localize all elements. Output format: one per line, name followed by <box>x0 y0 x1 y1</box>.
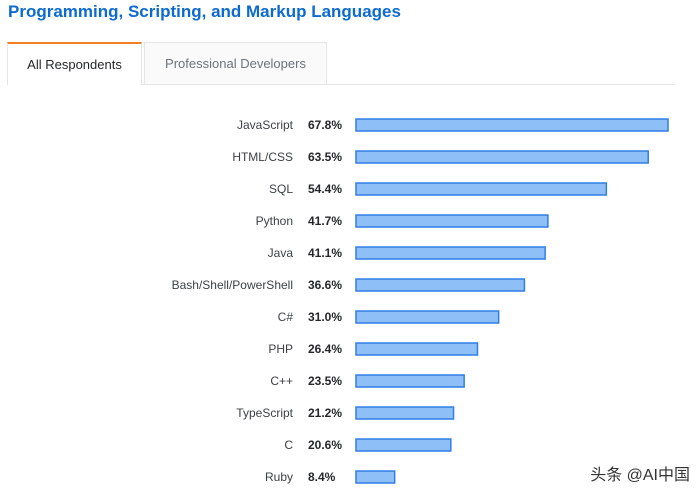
bar[interactable] <box>355 470 396 484</box>
category-label: Java <box>268 246 294 260</box>
value-label: 41.1% <box>308 246 342 260</box>
watermark: 头条 @AI中国 <box>590 467 690 484</box>
value-label: 26.4% <box>308 342 342 356</box>
bar[interactable] <box>355 438 452 452</box>
bar[interactable] <box>355 374 465 388</box>
tab-bar: All Respondents Professional Developers <box>7 42 675 85</box>
bar[interactable] <box>355 246 546 260</box>
category-label: Bash/Shell/PowerShell <box>172 278 293 292</box>
value-label: 41.7% <box>308 214 342 228</box>
value-label: 36.6% <box>308 278 342 292</box>
value-label: 23.5% <box>308 374 342 388</box>
value-label: 63.5% <box>308 150 342 164</box>
category-label: Ruby <box>265 470 293 484</box>
value-label: 20.6% <box>308 438 342 452</box>
category-label: C <box>284 438 293 452</box>
value-label: 67.8% <box>308 118 342 132</box>
category-label: JavaScript <box>237 118 294 132</box>
tab-professional-developers[interactable]: Professional Developers <box>144 42 327 84</box>
value-label: 31.0% <box>308 310 342 324</box>
bar[interactable] <box>355 278 526 292</box>
category-label: PHP <box>268 342 293 356</box>
chart-title: Programming, Scripting, and Markup Langu… <box>8 2 401 21</box>
category-label: HTML/CSS <box>232 150 293 164</box>
bar[interactable] <box>355 406 455 420</box>
bar[interactable] <box>355 214 549 228</box>
bar[interactable] <box>355 342 479 356</box>
tab-all-respondents[interactable]: All Respondents <box>7 42 142 85</box>
category-label: TypeScript <box>236 406 293 420</box>
category-label: C++ <box>270 374 293 388</box>
bar[interactable] <box>355 310 500 324</box>
bar[interactable] <box>355 150 649 164</box>
value-label: 8.4% <box>308 470 336 484</box>
category-label: Python <box>256 214 293 228</box>
value-label: 54.4% <box>308 182 342 196</box>
category-label: C# <box>278 310 294 324</box>
category-label: SQL <box>269 182 293 196</box>
bar[interactable] <box>355 182 608 196</box>
value-label: 21.2% <box>308 406 342 420</box>
bar[interactable] <box>355 118 669 132</box>
